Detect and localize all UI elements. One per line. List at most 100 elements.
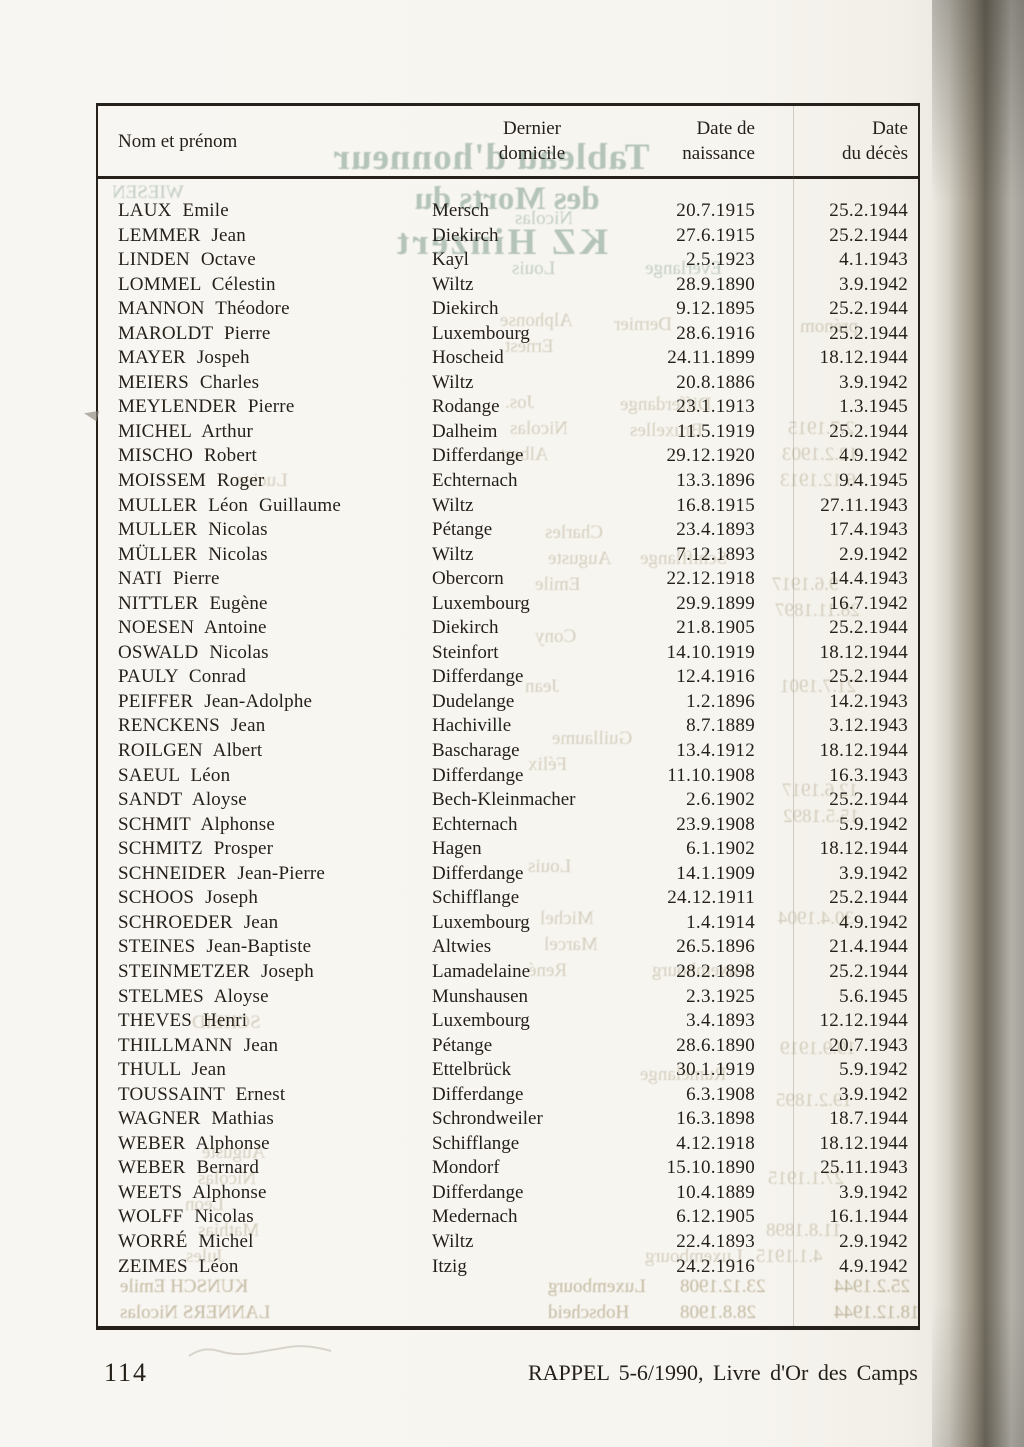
cell-death-date: 9.4.1945 xyxy=(839,470,908,492)
cell-domicile: Luxembourg xyxy=(432,911,530,933)
cell-name: MISCHO Robert xyxy=(118,445,257,467)
cell-domicile: Diekirch xyxy=(432,617,499,639)
cell-domicile: Kayl xyxy=(432,249,469,271)
cell-domicile: Munshausen xyxy=(432,985,529,1007)
cell-birth-date: 28.6.1916 xyxy=(676,322,755,344)
cell-death-date: 14.4.1943 xyxy=(829,568,908,590)
cell-name: THULL Jean xyxy=(118,1059,227,1081)
cell-birth-date: 28.9.1890 xyxy=(676,273,755,295)
cell-birth-date: 30.1.1919 xyxy=(676,1059,755,1081)
table-row: MEYLENDER Pierre Rodange 23.1.1913 1.3.1… xyxy=(98,395,918,420)
pen-mark xyxy=(82,407,100,422)
cell-name: MULLER Nicolas xyxy=(118,519,268,541)
cell-name: MAROLDT Pierre xyxy=(118,322,271,344)
cell-domicile: Hagen xyxy=(432,838,482,860)
cell-birth-date: 23.1.1913 xyxy=(676,396,755,418)
cell-birth-date: 1.2.1896 xyxy=(686,690,755,712)
cell-death-date: 14.2.1943 xyxy=(829,690,908,712)
cell-death-date: 25.2.1944 xyxy=(829,960,908,982)
cell-death-date: 18.12.1944 xyxy=(819,838,908,860)
table-row: PEIFFER Jean-Adolphe Dudelange 1.2.1896 … xyxy=(98,690,918,715)
cell-death-date: 2.9.1942 xyxy=(839,1230,908,1252)
cell-name: STELMES Aloyse xyxy=(118,985,269,1007)
cell-death-date: 18.12.1944 xyxy=(819,641,908,663)
table-row: SANDT Aloyse Bech-Kleinmacher 2.6.1902 2… xyxy=(98,788,918,813)
cell-domicile: Wiltz xyxy=(432,494,474,516)
cell-birth-date: 20.8.1886 xyxy=(676,371,755,393)
table-row: WORRÉ Michel Wiltz 22.4.1893 2.9.1942 xyxy=(98,1230,918,1255)
cell-name: MOISSEM Roger xyxy=(118,470,265,492)
table-row: OSWALD Nicolas Steinfort 14.10.1919 18.1… xyxy=(98,641,918,666)
cell-death-date: 25.2.1944 xyxy=(829,322,908,344)
cell-domicile: Differdange xyxy=(432,666,524,688)
cell-birth-date: 14.1.1909 xyxy=(676,862,755,884)
table-row: WOLFF Nicolas Medernach 6.12.1905 16.1.1… xyxy=(98,1205,918,1230)
cell-domicile: Diekirch xyxy=(432,224,499,246)
page-edge-shadow xyxy=(932,0,1024,1447)
cell-death-date: 1.3.1945 xyxy=(839,396,908,418)
table-row: MAYER Jospeh Hoscheid 24.11.1899 18.12.1… xyxy=(98,346,918,371)
cell-name: SAEUL Léon xyxy=(118,764,231,786)
cell-birth-date: 1.4.1914 xyxy=(686,911,755,933)
cell-death-date: 4.1.1943 xyxy=(839,249,908,271)
cell-name: LOMMEL Célestin xyxy=(118,273,276,295)
table-row: WEBER Alphonse Schifflange 4.12.1918 18.… xyxy=(98,1132,918,1157)
pencil-squiggle xyxy=(188,1345,332,1357)
cell-domicile: Mersch xyxy=(432,200,489,221)
table-row: MANNON Théodore Diekirch 9.12.1895 25.2.… xyxy=(98,297,918,322)
header-domicile-line2: domicile xyxy=(498,143,566,164)
cell-domicile: Dalheim xyxy=(432,420,498,442)
header-death-line2: du décès xyxy=(842,143,908,164)
table-row: WEBER Bernard Mondorf 15.10.1890 25.11.1… xyxy=(98,1156,918,1181)
table-row: LAUX Emile Mersch 20.7.1915 25.2.1944 xyxy=(98,199,918,224)
cell-name: WAGNER Mathias xyxy=(118,1108,275,1130)
cell-birth-date: 7.12.1893 xyxy=(676,543,755,565)
cell-birth-date: 2.3.1925 xyxy=(686,985,755,1007)
table-row: MEIERS Charles Wiltz 20.8.1886 3.9.1942 xyxy=(98,371,918,396)
table-row: SCHNEIDER Jean-Pierre Differdange 14.1.1… xyxy=(98,862,918,887)
cell-name: LAUX Emile xyxy=(118,200,229,221)
cell-birth-date: 13.4.1912 xyxy=(676,740,755,762)
table-row: SCHMIT Alphonse Echternach 23.9.1908 5.9… xyxy=(98,813,918,838)
cell-death-date: 18.7.1944 xyxy=(829,1108,908,1130)
cell-death-date: 25.2.1944 xyxy=(829,789,908,811)
cell-birth-date: 6.1.1902 xyxy=(686,838,755,860)
cell-name: THEVES Henri xyxy=(118,1010,248,1032)
cell-name: PEIFFER Jean-Adolphe xyxy=(118,690,313,712)
table-row: MULLER Léon Guillaume Wiltz 16.8.1915 27… xyxy=(98,494,918,519)
table-row: THULL Jean Ettelbrück 30.1.1919 5.9.1942 xyxy=(98,1058,918,1083)
memorial-table: Nom et prénom Dernier domicile Date de n… xyxy=(96,103,920,1330)
cell-name: WEBER Bernard xyxy=(118,1157,260,1179)
table-row: SCHOOS Joseph Schifflange 24.12.1911 25.… xyxy=(98,886,918,911)
cell-domicile: Lamadelaine xyxy=(432,960,531,982)
cell-domicile: Dudelange xyxy=(432,690,515,712)
cell-death-date: 5.6.1945 xyxy=(839,985,908,1007)
cell-birth-date: 4.12.1918 xyxy=(676,1132,755,1154)
table-row: ZEIMES Léon Itzig 24.2.1916 4.9.1942 xyxy=(98,1255,918,1280)
cell-death-date: 25.2.1944 xyxy=(829,298,908,320)
cell-death-date: 3.12.1943 xyxy=(829,715,908,737)
table-row: WEETS Alphonse Differdange 10.4.1889 3.9… xyxy=(98,1181,918,1206)
cell-birth-date: 23.4.1893 xyxy=(676,519,755,541)
table-row: STEINMETZER Joseph Lamadelaine 28.2.1898… xyxy=(98,960,918,985)
cell-birth-date: 16.8.1915 xyxy=(676,494,755,516)
cell-name: NITTLER Eugène xyxy=(118,592,268,614)
cell-domicile: Ettelbrück xyxy=(432,1059,512,1081)
cell-name: MEYLENDER Pierre xyxy=(118,396,295,418)
cell-name: TOUSSAINT Ernest xyxy=(118,1083,286,1105)
cell-death-date: 20.7.1943 xyxy=(829,1034,908,1056)
cell-death-date: 25.2.1944 xyxy=(829,420,908,442)
footer-source-line: RAPPEL 5-6/1990, Livre d'Or des Camps xyxy=(528,1360,918,1385)
column-divider-line xyxy=(793,106,794,1326)
table-row: LOMMEL Célestin Wiltz 28.9.1890 3.9.1942 xyxy=(98,273,918,298)
cell-name: MEIERS Charles xyxy=(118,371,260,393)
cell-domicile: Wiltz xyxy=(432,273,474,295)
cell-birth-date: 22.12.1918 xyxy=(666,568,755,590)
cell-domicile: Luxembourg xyxy=(432,592,530,614)
cell-death-date: 12.12.1944 xyxy=(819,1010,908,1032)
cell-domicile: Steinfort xyxy=(432,641,499,663)
table-row: ROILGEN Albert Bascharage 13.4.1912 18.1… xyxy=(98,739,918,764)
cell-name: MANNON Théodore xyxy=(118,298,290,320)
cell-birth-date: 6.3.1908 xyxy=(686,1083,755,1105)
